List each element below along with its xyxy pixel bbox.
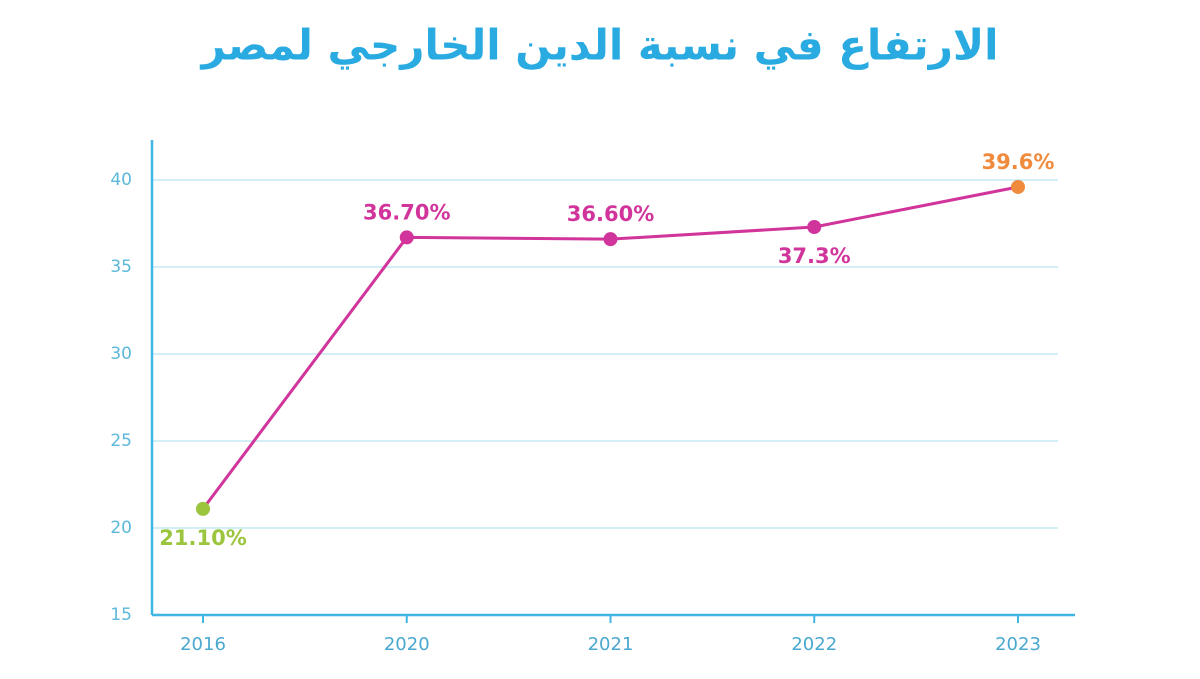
data-label: 37.3% (778, 244, 851, 268)
x-tick-label: 2023 (995, 634, 1041, 655)
x-tick-label: 2020 (384, 634, 430, 655)
data-point (399, 230, 414, 245)
data-point (1011, 179, 1025, 194)
data-label: 36.60% (567, 202, 654, 226)
x-tick-label: 2022 (791, 634, 837, 655)
data-label: 21.10% (159, 526, 246, 550)
x-tick-label: 2021 (588, 634, 634, 655)
y-tick-label: 15 (110, 605, 132, 625)
y-tick-label: 20 (110, 518, 132, 538)
y-tick-label: 35 (110, 257, 132, 277)
data-label: 39.6% (982, 150, 1055, 174)
chart-title: الارتفاع في نسبة الدين الخارجي لمصر (199, 21, 998, 71)
y-tick-label: 40 (110, 170, 132, 190)
y-tick-label: 30 (110, 344, 132, 364)
data-point (196, 501, 210, 516)
data-point (807, 219, 822, 234)
x-tick-label: 2016 (180, 634, 226, 655)
data-point (603, 232, 618, 247)
y-tick-label: 25 (110, 431, 132, 451)
data-label: 36.70% (363, 200, 450, 224)
